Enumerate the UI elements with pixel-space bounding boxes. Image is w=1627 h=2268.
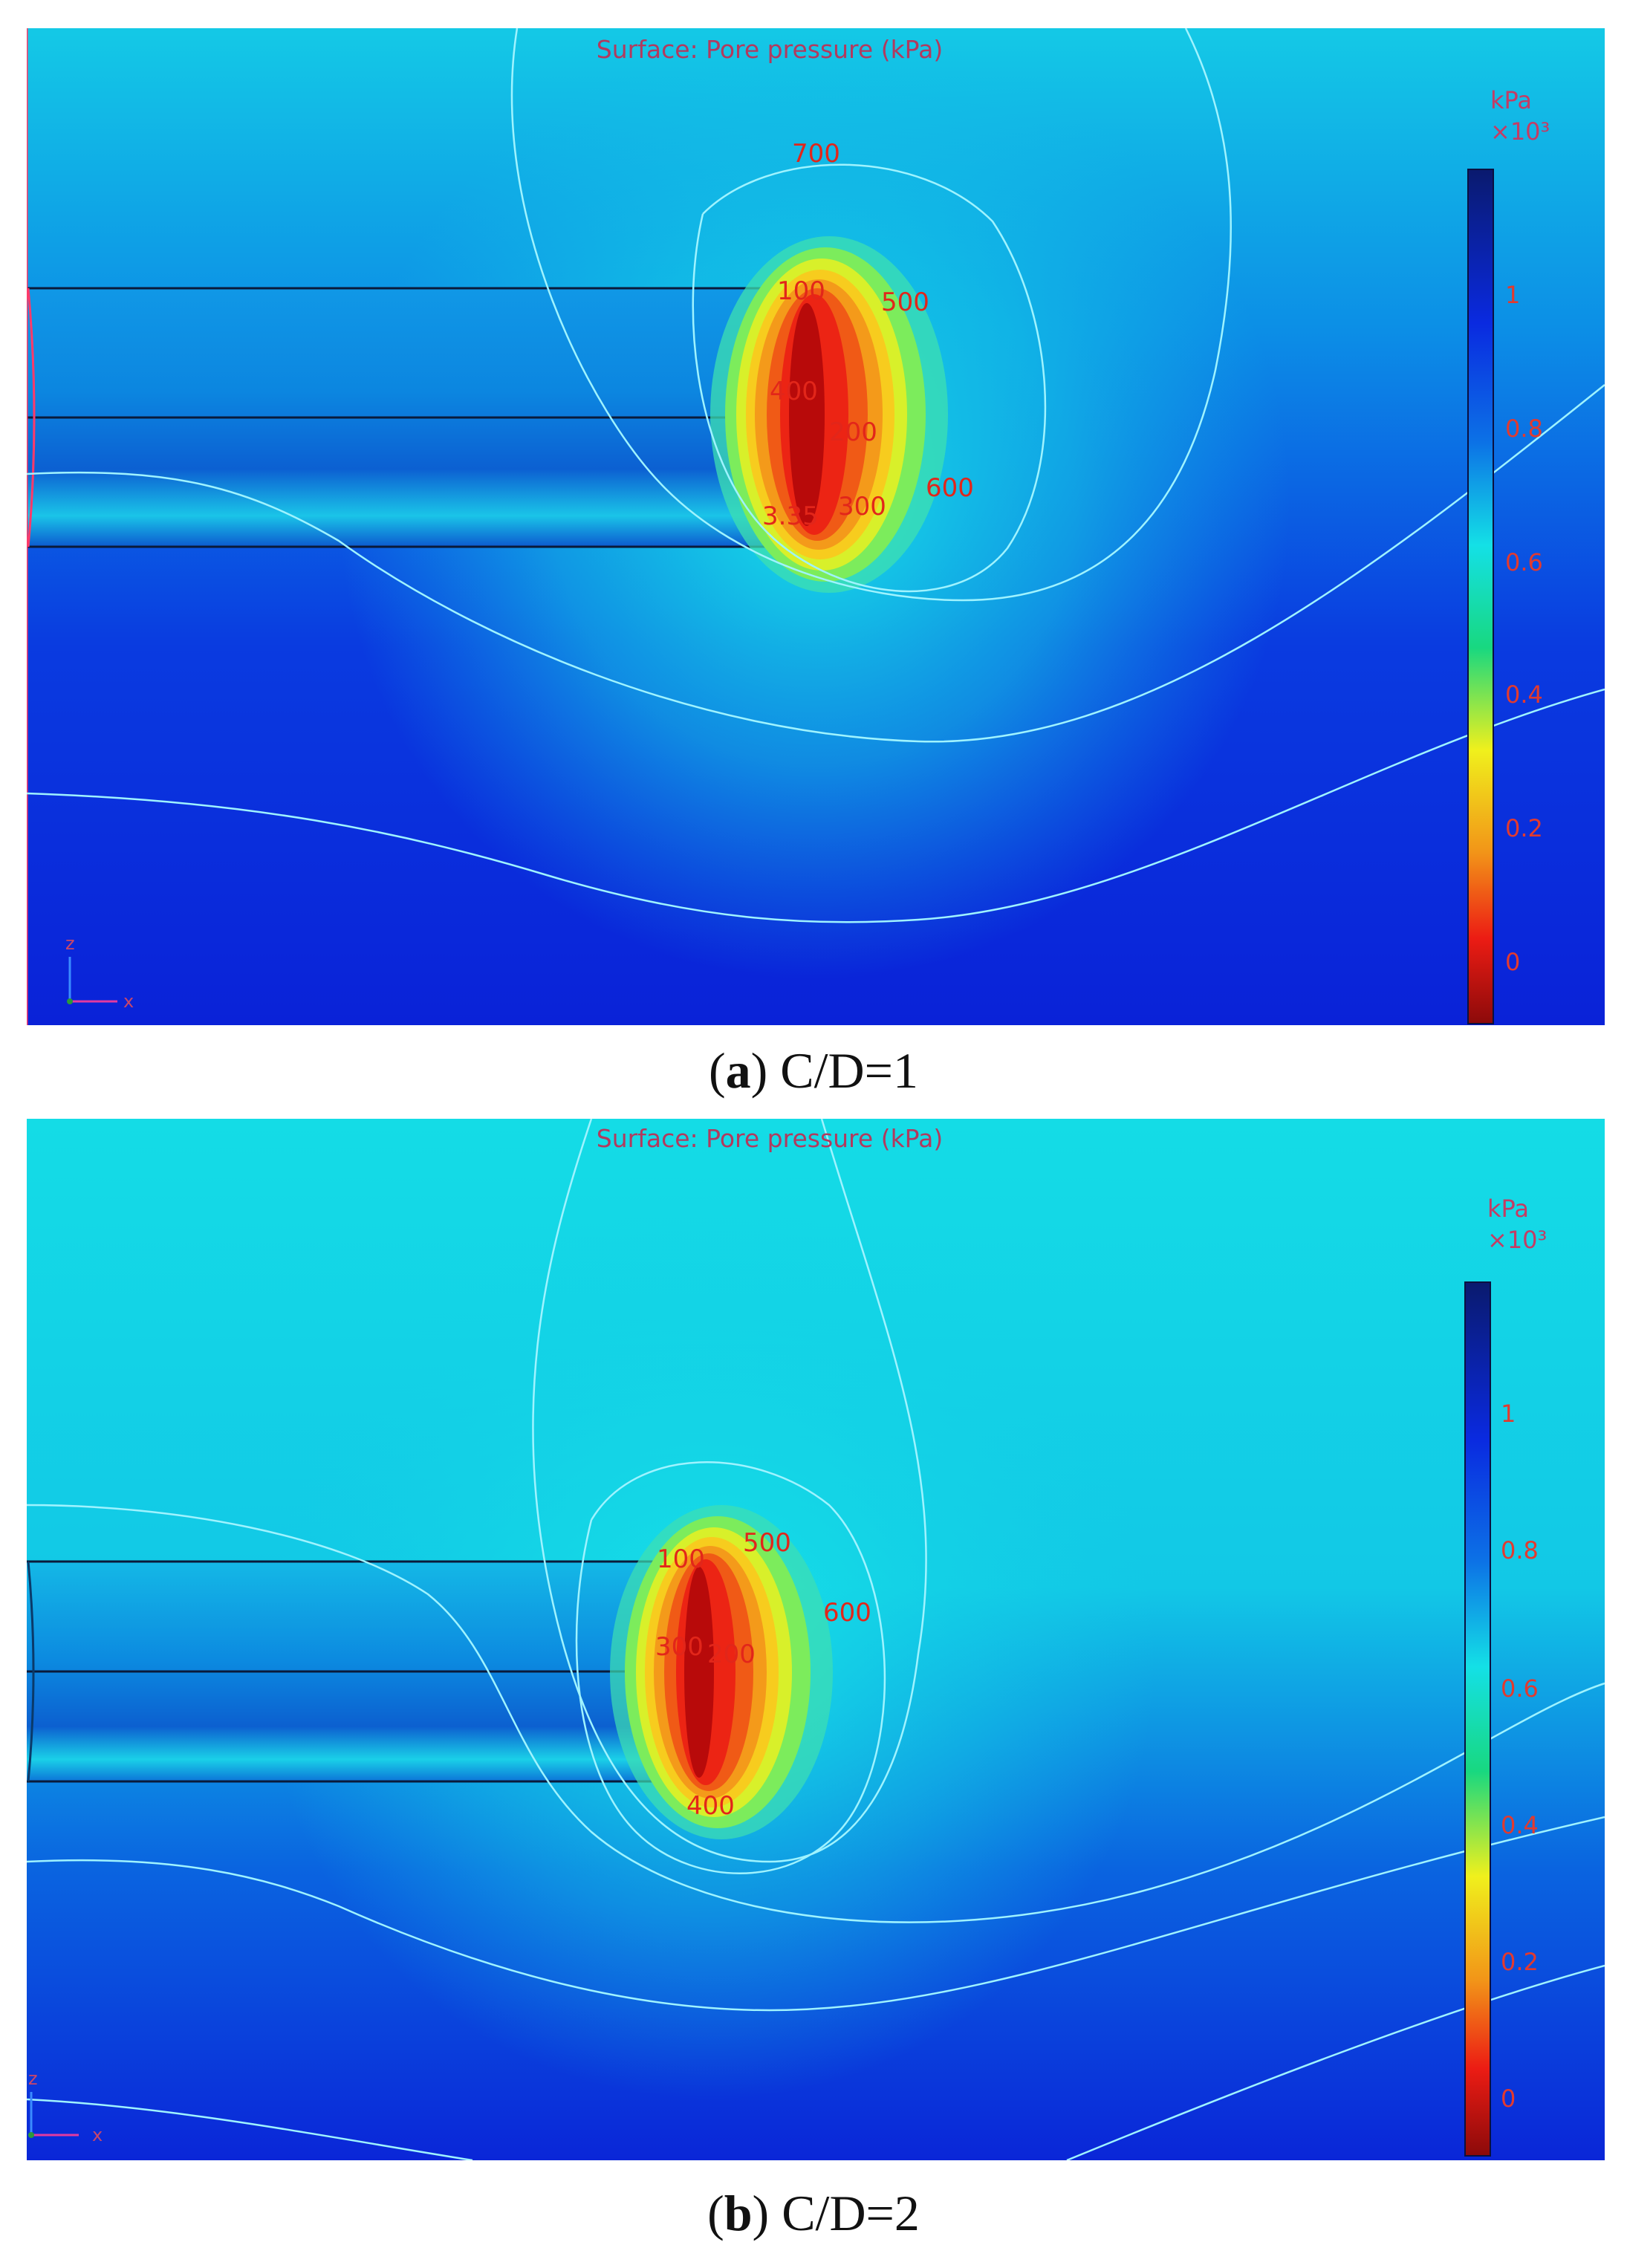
contour-lines — [27, 1119, 1605, 2160]
colorbar-unit: kPa — [1487, 1195, 1529, 1223]
colorbar-tick: 0.8 — [1505, 415, 1543, 443]
tunnel-face-edge — [27, 287, 36, 547]
contour-labels: 500 100 600 300 200 400 — [655, 1528, 871, 1821]
tunnel-face-edge — [27, 1561, 35, 1782]
low-pressure-bulb — [610, 1505, 833, 1839]
colorbar-multiplier: ×10³ — [1487, 1226, 1547, 1254]
colorbar-tick: 0 — [1501, 2085, 1516, 2113]
colorbar: kPa ×10³ 1 0.8 0.6 0.4 0.2 0 — [1464, 1195, 1547, 2157]
axis-label-z: z — [65, 933, 75, 954]
contour-label: 400 — [770, 377, 818, 406]
contour-label: 3.35 — [762, 501, 819, 531]
caption-b: (b) C/D=2 — [707, 2185, 920, 2241]
colorbar-tick: 0.2 — [1505, 814, 1543, 842]
caption-letter: b — [724, 2185, 753, 2241]
contour-label: 600 — [926, 473, 974, 503]
contour-label: 300 — [655, 1632, 704, 1662]
colorbar-tick: 1 — [1501, 1400, 1516, 1428]
colorbar-unit: kPa — [1490, 86, 1532, 114]
colorbar-scale — [1464, 1281, 1491, 2157]
caption-text: C/D=2 — [769, 2185, 920, 2241]
axis-label-z: z — [28, 2068, 38, 2089]
colorbar-tick: 0.8 — [1501, 1536, 1539, 1564]
colorbar-multiplier: ×10³ — [1490, 117, 1550, 146]
contour-label: 200 — [829, 417, 877, 447]
axis-label-x: x — [123, 991, 134, 1012]
contour-label: 700 — [792, 139, 840, 169]
contour-label: 400 — [686, 1791, 735, 1821]
colorbar-tick: 0 — [1505, 948, 1520, 976]
contour-label: 300 — [838, 492, 886, 521]
low-pressure-bulb — [710, 236, 948, 593]
axis-triad: z x — [65, 933, 134, 1012]
colorbar-tick: 0.6 — [1501, 1674, 1539, 1703]
colorbar-tick: 0.4 — [1505, 680, 1543, 709]
colorbar-tick: 0.2 — [1501, 1948, 1539, 1976]
contour-plot-panel-b: Surface: Pore pressure (kPa) 500 100 600… — [27, 1119, 1605, 2160]
caption-a: (a) C/D=1 — [708, 1042, 919, 1099]
contour-label: 100 — [657, 1544, 705, 1574]
contour-label: 200 — [707, 1640, 756, 1669]
contour-label: 500 — [881, 287, 929, 317]
colorbar-tick: 1 — [1505, 281, 1520, 309]
axis-label-x: x — [92, 2125, 103, 2145]
colorbar-tick: 0.4 — [1501, 1811, 1539, 1839]
caption-text: C/D=1 — [767, 1042, 919, 1099]
colorbar-tick: 0.6 — [1505, 548, 1543, 576]
contour-plot-panel-a: Surface: Pore pressure (kPa) 700 100 500… — [27, 28, 1605, 1025]
pore-pressure-plot-a: Surface: Pore pressure (kPa) 700 100 500… — [27, 28, 1605, 1025]
plot-title: Surface: Pore pressure (kPa) — [597, 35, 943, 64]
contour-label: 600 — [823, 1598, 871, 1628]
contour-labels: 700 100 500 400 200 600 3.35 300 — [762, 139, 974, 531]
contour-label: 500 — [743, 1528, 791, 1558]
colorbar: kPa ×10³ 1 0.8 0.6 0.4 0.2 0 — [1467, 86, 1550, 1024]
contour-lines — [27, 28, 1605, 923]
plot-title: Surface: Pore pressure (kPa) — [597, 1124, 943, 1153]
contour-label: 100 — [777, 276, 825, 306]
caption-letter: a — [725, 1042, 751, 1099]
colorbar-scale — [1467, 169, 1494, 1024]
pore-pressure-plot-b: Surface: Pore pressure (kPa) 500 100 600… — [27, 1119, 1605, 2160]
axis-triad: z x — [28, 2068, 103, 2145]
